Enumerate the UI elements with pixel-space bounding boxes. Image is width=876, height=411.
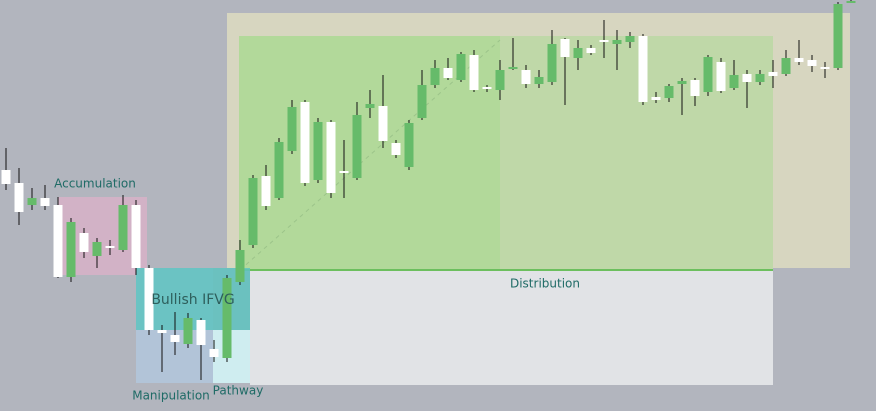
candle-body (261, 176, 271, 206)
candle-body (807, 60, 817, 66)
distribution-label: Distribution (510, 277, 580, 291)
candle-body (313, 122, 323, 180)
candle-body (703, 57, 713, 92)
candle-body (456, 54, 466, 80)
candle-body (27, 198, 37, 205)
candle-body (781, 58, 791, 74)
candle-body (14, 183, 24, 212)
candle-body (794, 58, 804, 62)
candle-body (287, 107, 297, 151)
candle-body (768, 72, 778, 76)
distribution-zone-right (500, 36, 773, 270)
candle-body (378, 106, 388, 141)
candle-body (742, 74, 752, 82)
candle-body (846, 1, 856, 3)
candle-body (612, 40, 622, 44)
candle-body (508, 67, 518, 69)
candle-body (560, 39, 570, 57)
candle-body (677, 81, 687, 84)
candle-body (651, 97, 661, 100)
candle-body (417, 85, 427, 118)
candle-body (586, 48, 596, 53)
candle-body (729, 75, 739, 88)
candle-body (1, 170, 11, 184)
candle-body (222, 278, 232, 358)
candle-body (573, 48, 583, 58)
candle-body (391, 143, 401, 155)
candle-body (92, 242, 102, 256)
candle-body (495, 70, 505, 90)
candle-body (326, 122, 336, 193)
pathway-label: Pathway (213, 384, 264, 398)
candle-body (638, 36, 648, 102)
candle-body (599, 40, 609, 42)
candle-body (664, 86, 674, 98)
distribution-lower-box (250, 271, 773, 385)
candle-body (716, 62, 726, 91)
candle-body (157, 330, 167, 333)
candle-body (274, 142, 284, 198)
candle-body (209, 349, 219, 357)
candle-body (300, 102, 310, 183)
candle-body (79, 233, 89, 252)
candle-body (105, 246, 115, 248)
candle-body (547, 44, 557, 82)
candle-body (534, 77, 544, 84)
candle-body (625, 36, 635, 42)
candle-body (339, 171, 349, 173)
candle-body (352, 115, 362, 178)
candle-body (469, 55, 479, 90)
candle-body (443, 68, 453, 78)
candle-body (118, 205, 128, 250)
candle-body (144, 268, 154, 330)
candles (1, 0, 856, 380)
candle-body (404, 123, 414, 167)
candle-body (183, 318, 193, 344)
candle-body (248, 178, 258, 245)
candle-body (521, 70, 531, 84)
ifvg-label: Bullish IFVG (151, 292, 234, 308)
candle-body (235, 250, 245, 282)
candle-body (482, 87, 492, 89)
candle-body (430, 68, 440, 85)
candle-body (690, 80, 700, 96)
candle-body (53, 205, 63, 277)
candle-body (66, 222, 76, 277)
candle-body (365, 104, 375, 108)
candle-body (833, 4, 843, 68)
candle-body (196, 320, 206, 345)
manipulation-label: Manipulation (132, 389, 210, 403)
accumulation-label: Accumulation (54, 177, 136, 191)
candle-body (40, 198, 50, 206)
candle-body (755, 74, 765, 82)
candle-body (131, 205, 141, 268)
candle-body (820, 67, 830, 69)
candle-body (170, 335, 180, 342)
